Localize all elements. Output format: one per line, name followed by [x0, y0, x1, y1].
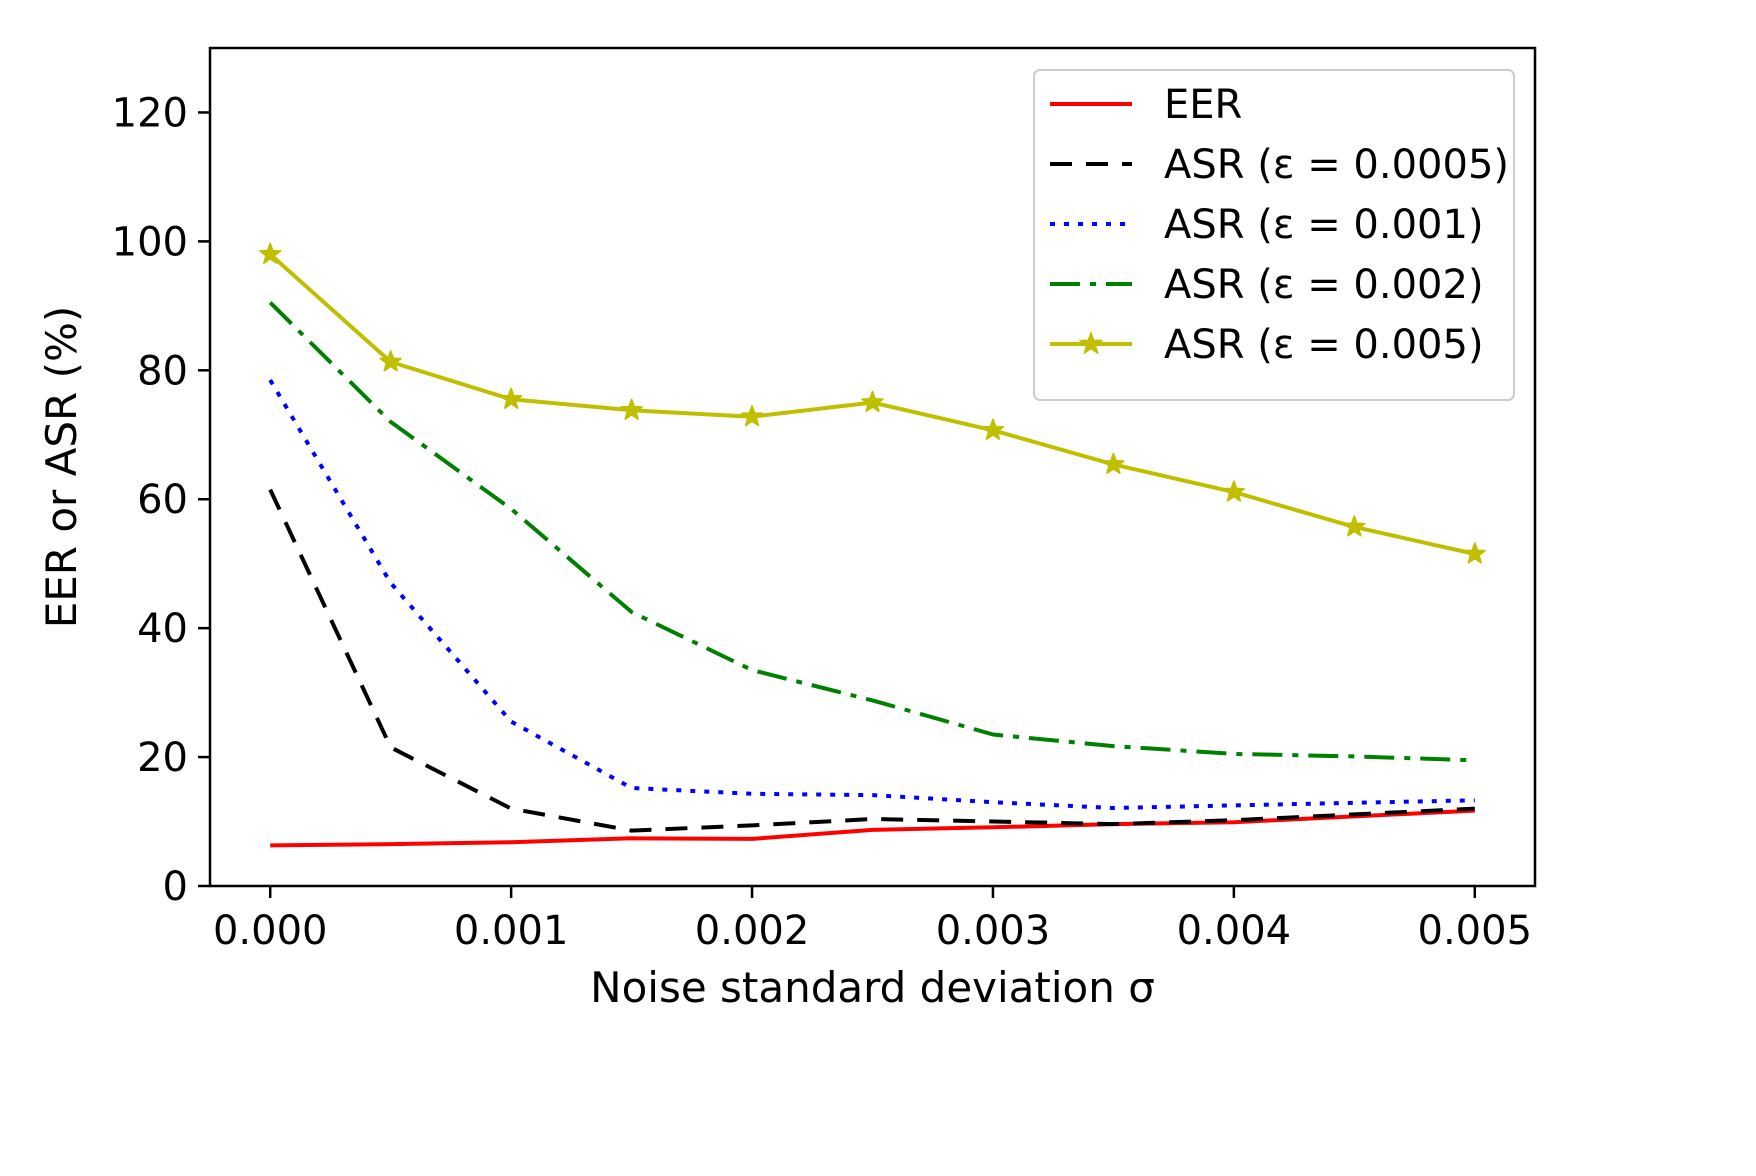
x-tick-label: 0.005 — [1418, 908, 1533, 954]
legend-frame — [1033, 69, 1515, 401]
y-tick-label: 80 — [137, 348, 188, 394]
series-asr-eps-0-0005 — [268, 488, 1475, 833]
series-asr-eps-0-001 — [268, 378, 1475, 810]
x-tick-label: 0.002 — [695, 908, 810, 954]
legend-entry: ASR (ε = 0.0005) — [1050, 142, 1509, 188]
legend-entry: EER — [1050, 82, 1242, 128]
legend: EER ASR (ε = 0.0005) ASR (ε = 0.001) ASR (ε… — [1033, 69, 1515, 401]
series-eer — [270, 808, 1475, 848]
data-point — [379, 350, 402, 372]
legend-label: ASR (ε = 0.005) — [1164, 322, 1484, 368]
y-axis-label: EER or ASR (%) — [37, 306, 86, 629]
y-tick-label: 20 — [137, 735, 188, 781]
legend-entry: ASR (ε = 0.002) — [1050, 262, 1484, 308]
legend-label: ASR (ε = 0.001) — [1164, 202, 1484, 248]
legend-marker — [1078, 330, 1104, 355]
x-tick-label: 0.004 — [1177, 908, 1292, 954]
series-asr-eps-0-005 — [259, 242, 1486, 564]
legend-entry: ASR (ε = 0.001) — [1050, 202, 1484, 248]
data-point — [1102, 452, 1125, 475]
x-axis-label: Noise standard deviation σ — [590, 963, 1155, 1012]
x-tick-label: 0.000 — [213, 908, 328, 954]
legend-label: ASR (ε = 0.0005) — [1164, 142, 1509, 188]
data-point — [1222, 480, 1246, 502]
y-tick-label: 0 — [163, 864, 188, 910]
data-point — [740, 404, 764, 427]
data-point — [981, 418, 1005, 440]
series-line-asr-eps-0-0005 — [268, 488, 1475, 833]
series-asr-eps-0-002 — [268, 301, 1475, 763]
series-line-asr-eps-0-001 — [268, 378, 1475, 810]
series-line-eer — [270, 808, 1475, 848]
y-tick-label: 120 — [112, 90, 188, 136]
axis-ticks: 0.000 0.001 0.002 0.003 0.004 0.005 0 20 40 60 80 1… — [112, 90, 1532, 954]
plot-area-frame — [208, 46, 1537, 888]
series-line-asr-eps-0-002 — [268, 301, 1475, 763]
legend-label: EER — [1164, 82, 1242, 128]
data-point — [620, 398, 643, 420]
y-tick-label: 100 — [112, 219, 188, 265]
data-point — [499, 387, 523, 409]
series-layer — [259, 242, 1486, 848]
data-point — [861, 390, 884, 413]
legend-label: ASR (ε = 0.002) — [1164, 262, 1484, 308]
data-point — [1463, 542, 1486, 564]
x-tick-label: 0.003 — [936, 908, 1051, 954]
data-point — [1343, 515, 1366, 537]
x-tick-label: 0.001 — [454, 908, 569, 954]
y-tick-label: 40 — [137, 606, 188, 652]
data-point — [259, 242, 282, 264]
y-tick-label: 60 — [137, 477, 188, 523]
legend-entry: ASR (ε = 0.005) — [1050, 322, 1484, 368]
